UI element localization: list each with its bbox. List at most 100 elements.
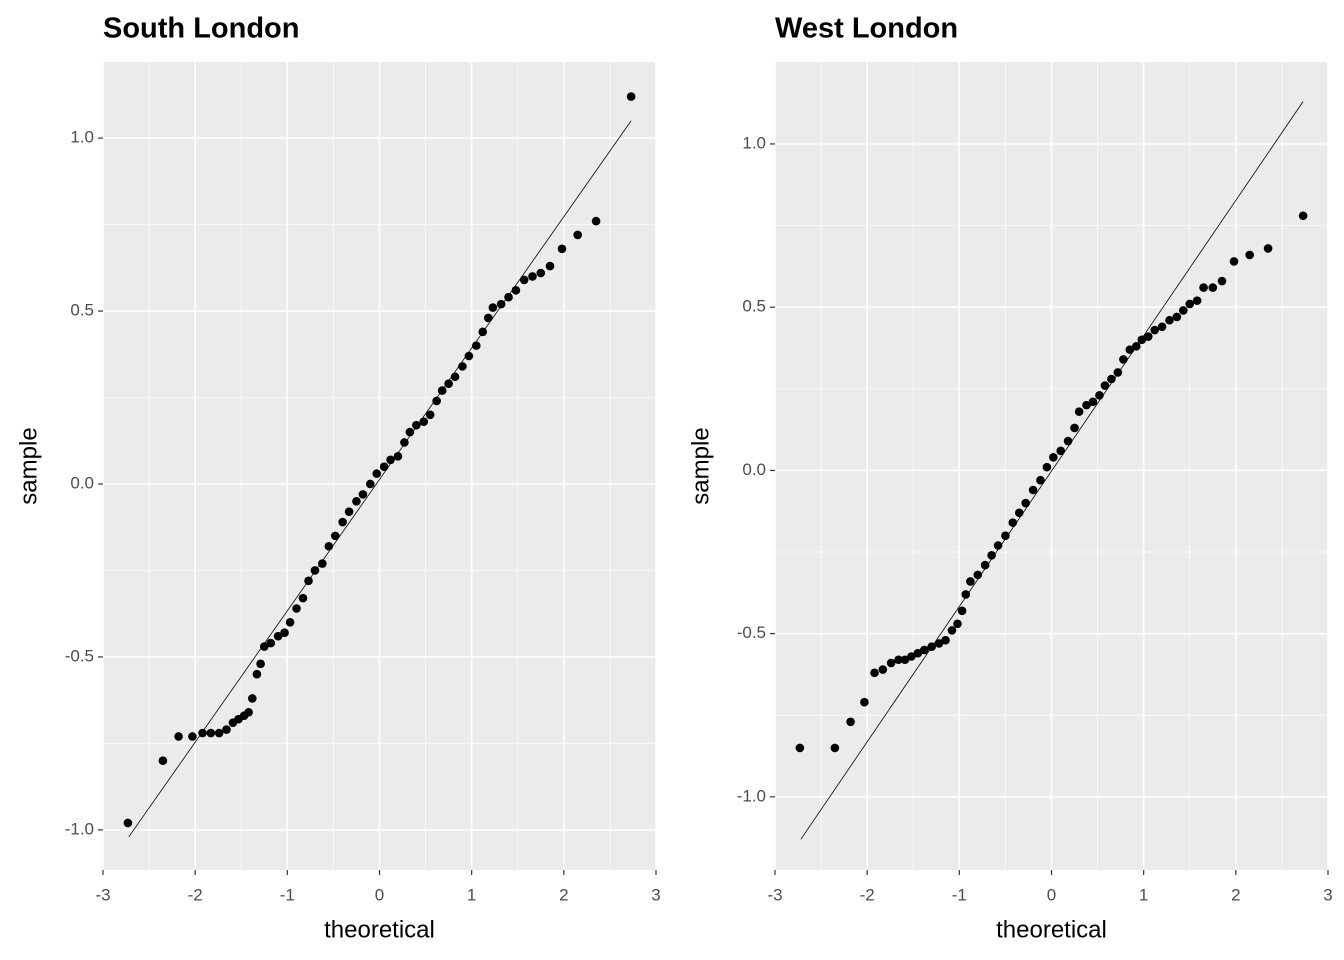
point bbox=[1113, 368, 1123, 377]
point bbox=[471, 341, 481, 350]
point bbox=[557, 244, 567, 254]
point bbox=[1229, 257, 1239, 266]
point bbox=[519, 275, 529, 285]
point bbox=[1049, 453, 1058, 462]
point bbox=[927, 642, 936, 651]
point bbox=[1042, 462, 1052, 472]
point bbox=[198, 728, 207, 738]
y-tick-label: 0.5 bbox=[70, 301, 94, 320]
y-tick-label: -0.5 bbox=[737, 623, 766, 642]
point bbox=[973, 570, 983, 580]
point bbox=[1056, 446, 1066, 456]
point bbox=[432, 396, 441, 406]
point bbox=[1021, 498, 1030, 508]
point bbox=[1074, 407, 1084, 416]
point bbox=[419, 417, 429, 427]
point bbox=[393, 452, 403, 461]
point bbox=[870, 668, 879, 678]
point bbox=[900, 655, 910, 665]
point bbox=[878, 665, 888, 674]
x-tick-label: -1 bbox=[952, 885, 967, 904]
point bbox=[298, 593, 308, 603]
point bbox=[214, 728, 224, 738]
point bbox=[795, 743, 805, 753]
point bbox=[1137, 335, 1147, 345]
y-axis-title: sample bbox=[687, 427, 714, 504]
x-axis-title: theoretical bbox=[324, 916, 435, 943]
chart-title: West London bbox=[775, 13, 958, 45]
point bbox=[256, 659, 265, 669]
y-tick-label: 1.0 bbox=[742, 133, 766, 152]
point bbox=[907, 652, 916, 661]
point bbox=[1028, 485, 1038, 495]
point bbox=[488, 303, 498, 312]
point bbox=[412, 420, 421, 430]
point bbox=[458, 362, 467, 371]
point bbox=[1063, 436, 1073, 446]
point bbox=[1185, 299, 1195, 309]
x-tick-label: -1 bbox=[280, 885, 295, 904]
point bbox=[1014, 508, 1024, 518]
point bbox=[188, 732, 197, 741]
point bbox=[304, 576, 313, 586]
point bbox=[244, 707, 253, 717]
point bbox=[966, 577, 975, 586]
x-tick-label: 1 bbox=[1139, 885, 1148, 904]
point bbox=[483, 313, 493, 323]
x-tick-label: 3 bbox=[651, 885, 660, 904]
point bbox=[1008, 518, 1018, 527]
point bbox=[352, 496, 361, 506]
point bbox=[123, 818, 133, 828]
point bbox=[379, 462, 389, 471]
y-axis-title: sample bbox=[15, 427, 42, 504]
point bbox=[1157, 322, 1167, 332]
chart: -3 -2 -1 0 1 2 3 -1.0 -0.5 0.0 0.5 1.0 West London th… bbox=[687, 13, 1332, 944]
y-tick-label: -0.5 bbox=[65, 646, 94, 665]
point bbox=[957, 606, 967, 616]
x-tick-label: -2 bbox=[188, 885, 203, 904]
point bbox=[894, 655, 903, 665]
y-tick-label: -1.0 bbox=[65, 819, 94, 838]
point bbox=[1107, 374, 1116, 384]
point bbox=[1088, 397, 1098, 407]
point bbox=[953, 619, 962, 629]
point bbox=[478, 327, 488, 337]
point bbox=[1150, 325, 1160, 335]
x-tick-label: 2 bbox=[1231, 885, 1240, 904]
point bbox=[993, 541, 1003, 550]
x-tick-label: -2 bbox=[860, 885, 875, 904]
point bbox=[886, 658, 896, 668]
point bbox=[405, 427, 415, 437]
point bbox=[330, 531, 340, 541]
point bbox=[259, 642, 269, 651]
point bbox=[1199, 283, 1208, 292]
y-tick-label: 0.0 bbox=[742, 460, 766, 479]
x-tick-label: 3 bbox=[1323, 885, 1332, 904]
point bbox=[292, 604, 301, 613]
point bbox=[158, 756, 168, 765]
point bbox=[310, 566, 320, 575]
point bbox=[1100, 381, 1110, 390]
point bbox=[947, 626, 957, 635]
point bbox=[464, 351, 474, 361]
point bbox=[846, 717, 855, 727]
point bbox=[1095, 391, 1104, 400]
point bbox=[591, 216, 601, 226]
y-tick-label: -1.0 bbox=[737, 786, 766, 805]
y-tick-label: 1.0 bbox=[70, 128, 94, 147]
point bbox=[987, 550, 996, 560]
point bbox=[1208, 283, 1218, 292]
point bbox=[941, 635, 950, 645]
point bbox=[318, 559, 327, 568]
chart: -3 -2 -1 0 1 2 3 -1.0 -0.5 0.0 0.5 1.0 South London t… bbox=[15, 13, 660, 944]
point bbox=[504, 292, 513, 302]
y-tick-label: 0.5 bbox=[742, 297, 766, 316]
point bbox=[1165, 315, 1174, 325]
point bbox=[444, 379, 453, 388]
x-tick-label: -3 bbox=[767, 885, 782, 904]
point bbox=[860, 697, 869, 707]
point bbox=[437, 386, 447, 395]
x-tick-label: 2 bbox=[559, 885, 568, 904]
point bbox=[280, 628, 289, 638]
